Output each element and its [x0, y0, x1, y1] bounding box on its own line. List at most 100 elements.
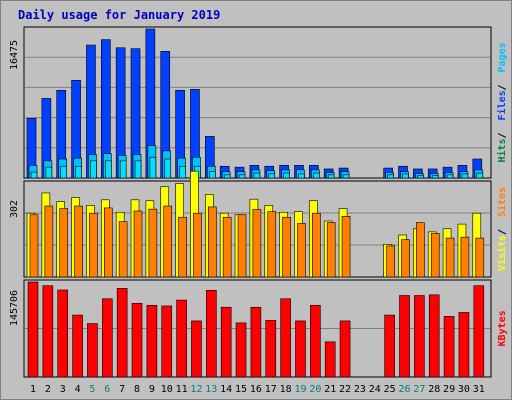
bar-sites-16	[252, 209, 262, 278]
bar-kbytes-9	[146, 304, 158, 378]
bar-kbytes-13	[206, 289, 217, 378]
bar-pages-21	[327, 174, 335, 179]
bar-kbytes-16	[250, 306, 262, 378]
bar-kbytes-11	[176, 299, 187, 378]
x-tick-label-18: 18	[280, 384, 292, 395]
panel-top-legend-2: Files	[496, 90, 508, 120]
bar-kbytes-21	[324, 341, 336, 378]
bar-pages-17	[268, 173, 276, 179]
bar-sites-21	[326, 222, 336, 278]
bar-pages-30	[461, 173, 469, 179]
bar-sites-27	[416, 222, 425, 278]
x-tick-label-3: 3	[60, 384, 66, 395]
bar-kbytes-30	[458, 312, 470, 378]
bar-sites-17	[267, 211, 277, 278]
bar-kbytes-4	[72, 314, 83, 378]
bar-pages-31	[476, 172, 484, 179]
bar-pages-9	[149, 156, 157, 179]
x-tick-label-28: 28	[428, 384, 440, 395]
bar-pages-20	[313, 172, 320, 179]
bar-sites-5	[89, 212, 98, 278]
bar-pages-3	[60, 165, 68, 179]
bar-kbytes-15	[235, 322, 247, 378]
bar-pages-1	[30, 171, 38, 179]
bar-sites-19	[297, 223, 306, 278]
panel-bottom-legend-0: KBytes	[497, 310, 508, 346]
bar-pages-22	[342, 174, 350, 179]
bar-sites-11	[178, 216, 187, 278]
x-tick-label-14: 14	[220, 384, 232, 395]
bar-sites-9	[148, 208, 158, 278]
bar-kbytes-27	[414, 295, 425, 378]
bar-pages-10	[164, 158, 172, 179]
x-tick-label-23: 23	[354, 384, 366, 395]
bar-sites-13	[208, 206, 217, 278]
panel-middle-ymax-label: 302	[9, 200, 20, 218]
x-tick-label-1: 1	[30, 384, 36, 395]
bar-pages-5	[90, 160, 97, 179]
x-tick-label-27: 27	[413, 384, 425, 395]
bar-sites-8	[133, 210, 143, 278]
x-tick-label-16: 16	[250, 384, 262, 395]
x-tick-label-6: 6	[104, 384, 110, 395]
panel-middle-legend-2: Sites	[496, 187, 508, 217]
bar-pages-28	[431, 175, 439, 179]
panel-top-legend-0: Hits	[496, 138, 508, 162]
panel-middle-legend-0: Visits	[496, 235, 508, 271]
bar-pages-19	[298, 173, 305, 179]
x-tick-label-13: 13	[205, 384, 217, 395]
x-tick-label-15: 15	[235, 384, 247, 395]
bar-pages-16	[253, 172, 261, 179]
panel-top-ymax-label: 16475	[9, 40, 20, 70]
bar-kbytes-7	[116, 288, 128, 378]
bar-pages-8	[134, 160, 142, 179]
x-tick-label-24: 24	[369, 384, 381, 395]
bar-kbytes-2	[42, 285, 54, 378]
bar-sites-2	[44, 205, 54, 278]
bar-sites-30	[460, 236, 470, 278]
bar-pages-4	[75, 165, 82, 179]
bar-kbytes-25	[384, 314, 395, 378]
bar-sites-15	[237, 214, 247, 278]
bar-kbytes-8	[131, 303, 143, 378]
bar-kbytes-28	[428, 294, 440, 378]
x-tick-label-31: 31	[473, 384, 485, 395]
panel-bottom-ymax-label: 145706	[9, 290, 20, 326]
bar-sites-20	[312, 212, 321, 278]
bar-kbytes-29	[443, 316, 455, 378]
bar-pages-7	[119, 160, 127, 179]
bar-pages-11	[179, 165, 186, 179]
chart-title: Daily usage for January 2019	[18, 8, 220, 22]
panel-top-legend-4: Pages	[497, 42, 508, 72]
x-tick-label-11: 11	[176, 384, 188, 395]
x-tick-label-12: 12	[190, 384, 202, 395]
bar-kbytes-22	[339, 320, 351, 378]
bar-sites-22	[341, 216, 351, 278]
bar-sites-10	[163, 205, 173, 278]
x-tick-label-26: 26	[398, 384, 410, 395]
bar-kbytes-17	[265, 319, 277, 378]
x-tick-label-19: 19	[294, 384, 306, 395]
x-tick-label-10: 10	[161, 384, 173, 395]
bar-sites-26	[401, 239, 410, 278]
bar-pages-14	[223, 174, 231, 179]
bar-sites-12	[193, 212, 202, 278]
bar-kbytes-18	[280, 298, 291, 378]
bar-kbytes-19	[295, 320, 306, 378]
x-tick-label-29: 29	[443, 384, 455, 395]
bar-sites-7	[118, 221, 128, 278]
bar-sites-6	[104, 207, 113, 278]
x-tick-label-22: 22	[339, 384, 351, 395]
x-tick-label-7: 7	[119, 384, 125, 395]
panel-top-legend-3: /	[497, 84, 508, 90]
bar-kbytes-3	[57, 289, 69, 378]
bar-kbytes-12	[191, 320, 202, 378]
bar-pages-2	[45, 166, 53, 179]
bar-pages-6	[105, 160, 112, 179]
x-tick-label-25: 25	[384, 384, 396, 395]
bar-sites-14	[222, 216, 232, 278]
x-tick-label-2: 2	[45, 384, 51, 395]
bar-kbytes-1	[27, 281, 39, 378]
x-tick-label-17: 17	[265, 384, 277, 395]
